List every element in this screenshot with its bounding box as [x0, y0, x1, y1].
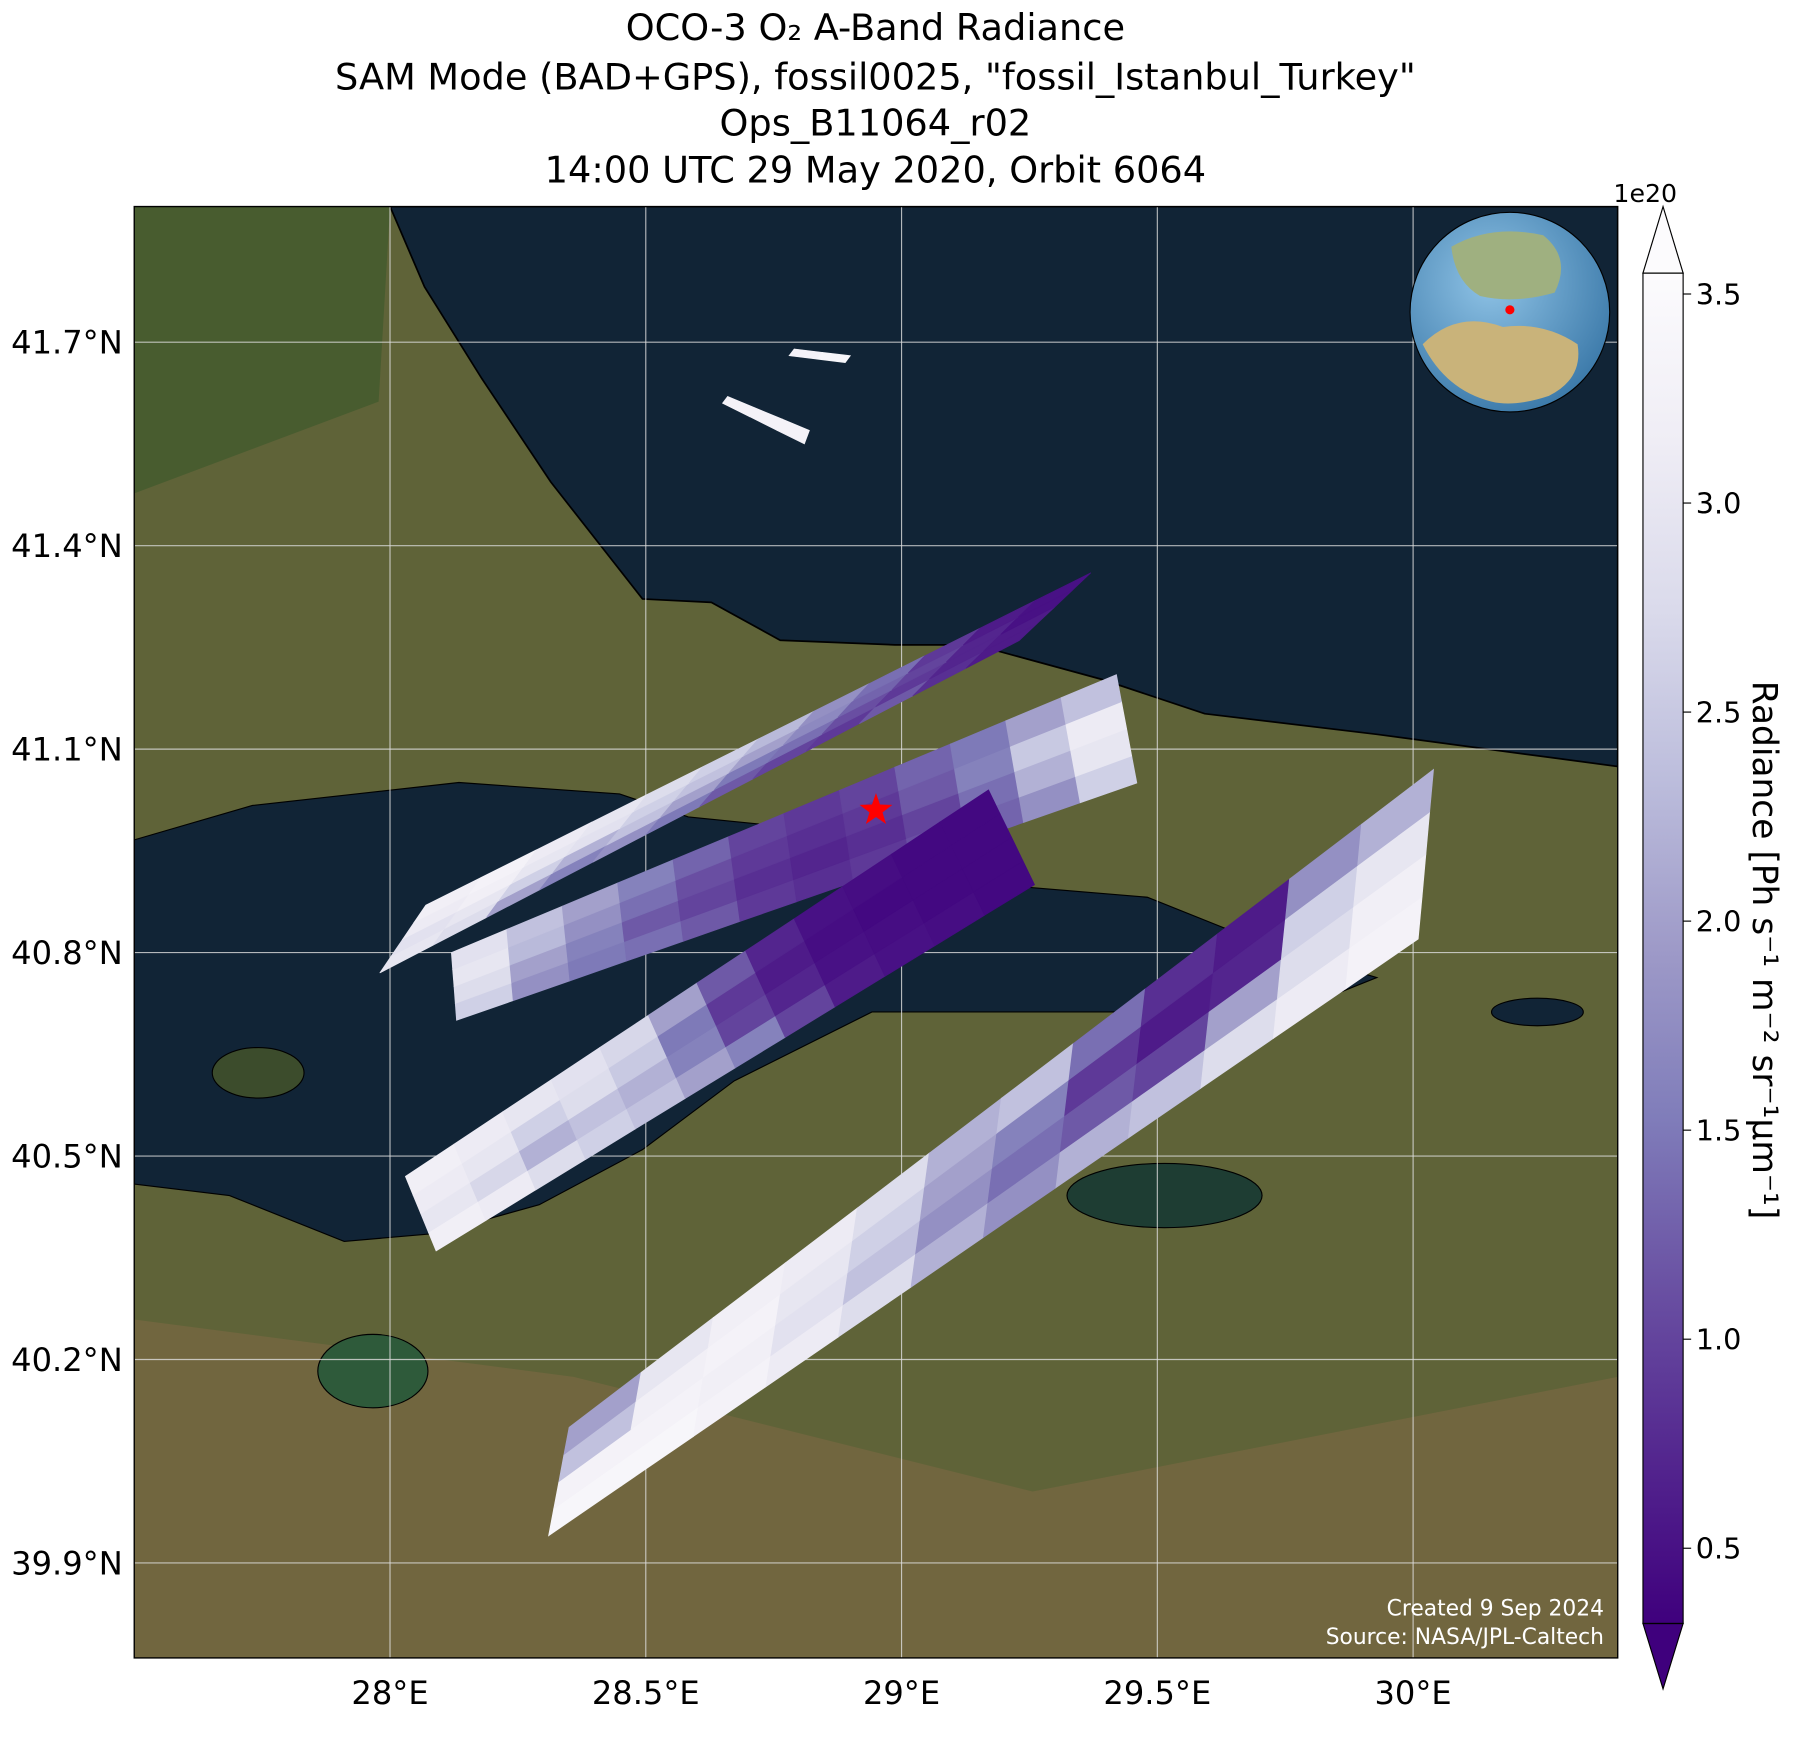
colorbar-tick-label: 3.0 — [1696, 486, 1742, 520]
colorbar-tick-label: 0.5 — [1696, 1532, 1742, 1566]
colorbar-frame — [1642, 272, 1684, 1625]
swath-cell — [1017, 572, 1092, 618]
colorbar-tick-label: 2.0 — [1696, 904, 1742, 938]
colorbar-body — [1642, 273, 1684, 1624]
land-dry — [134, 206, 1618, 1658]
swath-cell — [1060, 674, 1122, 725]
y-tick-label: 41.4°N — [11, 527, 123, 565]
title: SAM Mode (BAD+GPS), fossil0025, "fossil_… — [335, 56, 1416, 99]
colorbar-tick-label: 1.5 — [1696, 1113, 1742, 1147]
colorbar-tick-label: 3.5 — [1696, 277, 1742, 311]
map-frame — [133, 205, 1619, 1659]
lake — [317, 1333, 429, 1409]
colorbar-exponent: 1e20 — [1613, 179, 1677, 208]
colorbar-label: Radiance [Ph s⁻¹ m⁻² sr⁻¹μm⁻¹] — [1744, 681, 1784, 1220]
colorbar-extend — [1642, 204, 1684, 274]
black-sea — [389, 206, 1618, 768]
swath-cell — [816, 352, 852, 363]
y-tick-label: 41.7°N — [11, 324, 123, 362]
title: Ops_B11064_r02 — [720, 101, 1032, 144]
x-tick-label: 29°E — [863, 1674, 940, 1712]
swaths — [379, 348, 1434, 1537]
globe-target — [1505, 305, 1515, 315]
colorbar-tick-label: 1.0 — [1696, 1323, 1742, 1357]
lake — [1066, 1162, 1263, 1229]
x-tick-label: 30°E — [1375, 1674, 1452, 1712]
colorbar-extend — [1642, 1622, 1684, 1691]
annotation: Created 9 Sep 2024 — [1387, 1596, 1604, 1621]
title: 14:00 UTC 29 May 2020, Orbit 6064 — [545, 148, 1206, 191]
y-tick-label: 40.5°N — [11, 1138, 123, 1176]
y-tick-label: 41.1°N — [11, 731, 123, 769]
y-tick-label: 40.8°N — [11, 934, 123, 972]
island — [211, 1046, 305, 1099]
swath-cell — [1357, 768, 1434, 867]
x-tick-label: 28°E — [351, 1674, 428, 1712]
swath-cell — [939, 789, 1001, 846]
y-tick-label: 39.9°N — [11, 1544, 123, 1582]
annotation: Source: NASA/JPL-Caltech — [1326, 1625, 1604, 1650]
x-tick-label: 29.5°E — [1103, 1674, 1211, 1712]
texts: OCO-3 O₂ A-Band Radiance SAM Mode (BAD+G… — [11, 6, 1784, 1712]
colorbar: 0.5 1.0 1.5 2.0 2.5 3.0 3.5 — [1642, 204, 1742, 1691]
x-tick-label: 28.5°E — [592, 1674, 700, 1712]
title: OCO-3 O₂ A-Band Radiance — [626, 6, 1125, 49]
lake — [1490, 997, 1584, 1027]
globe-land — [1451, 231, 1562, 300]
y-tick-label: 40.2°N — [11, 1341, 123, 1379]
forest — [134, 206, 391, 494]
swath-cell — [776, 418, 810, 445]
target-marker — [859, 792, 893, 825]
globe-land — [1422, 321, 1579, 404]
colorbar-tick-label: 2.5 — [1696, 695, 1742, 729]
